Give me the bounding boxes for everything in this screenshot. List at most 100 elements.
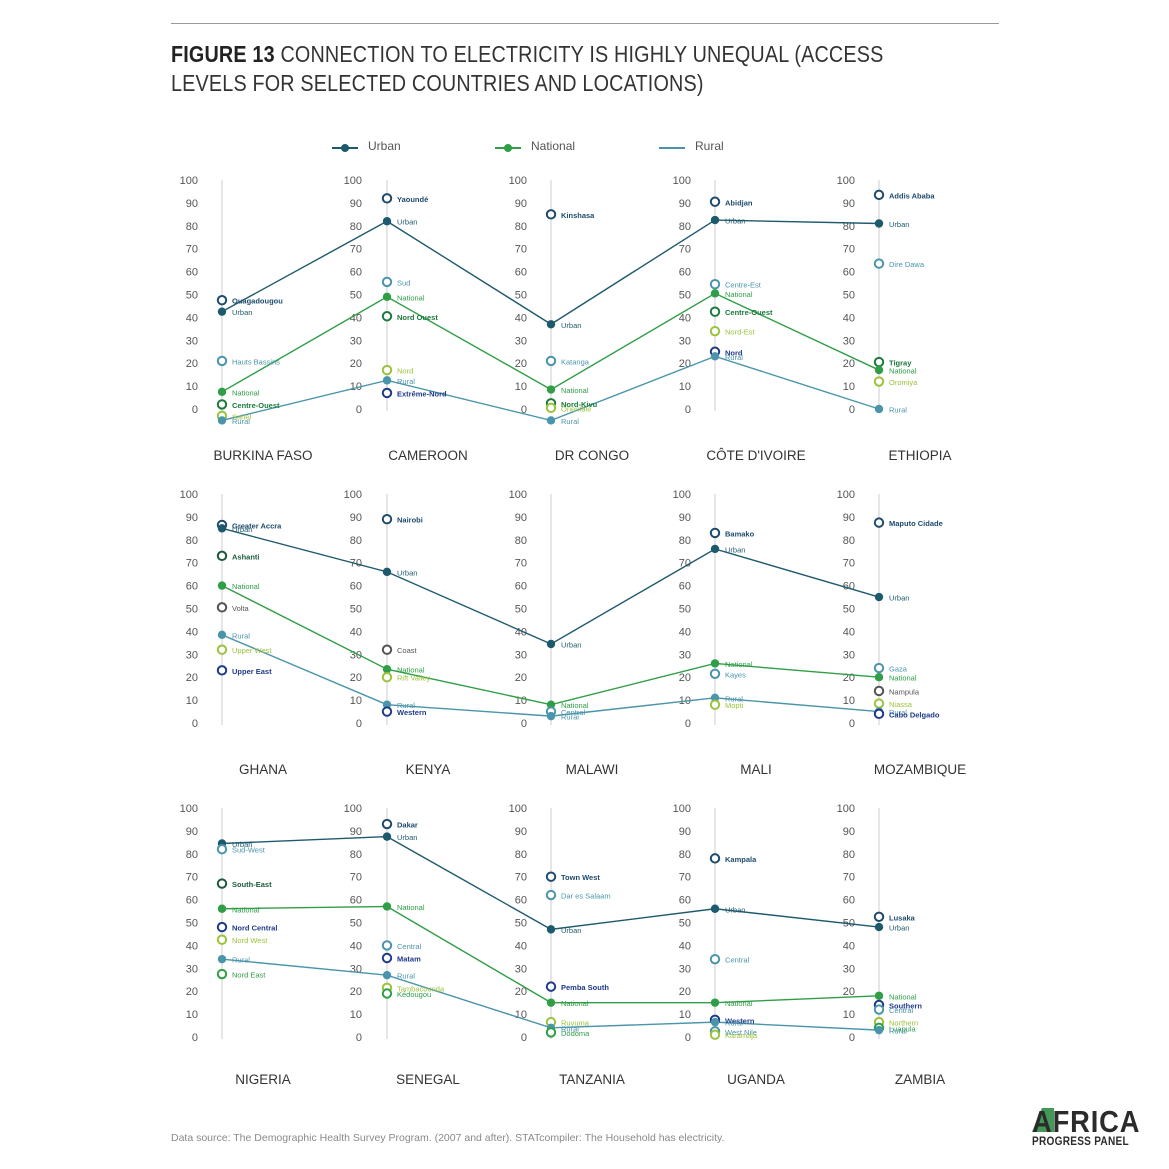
y-tick-label: 100 — [673, 803, 691, 815]
data-label: Cabo Delgado — [889, 710, 940, 719]
data-label: West Nile — [725, 1028, 757, 1037]
y-tick-label: 0 — [356, 404, 362, 416]
data-point — [874, 1025, 884, 1035]
data-label: National — [561, 999, 589, 1008]
y-tick-label: 10 — [186, 381, 198, 393]
y-tick-label: 60 — [515, 581, 527, 593]
y-tick-label: 60 — [843, 267, 855, 279]
data-label: Central — [725, 956, 750, 965]
data-label: Nampula — [889, 687, 920, 696]
y-tick-label: 30 — [843, 335, 855, 347]
y-tick-label: 40 — [515, 312, 527, 324]
y-tick-label: 80 — [843, 221, 855, 233]
data-label: Urban — [725, 545, 745, 554]
region-point — [381, 706, 393, 717]
figure-title-text: CONNECTION TO ELECTRICITY IS HIGHLY UNEQ… — [171, 41, 884, 96]
y-tick-label: 10 — [350, 381, 362, 393]
data-label: Nord East — [232, 971, 266, 980]
y-tick-label: 40 — [679, 626, 691, 638]
data-point — [710, 693, 720, 703]
data-point — [546, 639, 556, 649]
data-label: Centre-Est — [725, 281, 762, 290]
data-label: Rural — [561, 417, 579, 426]
data-label: Ruvuma — [561, 1019, 590, 1028]
country-name: MALAWI — [566, 762, 619, 777]
y-tick-label: 50 — [350, 604, 362, 616]
region-point — [545, 889, 557, 901]
data-label: National — [397, 666, 425, 675]
data-point — [217, 524, 227, 533]
region-point — [545, 981, 557, 992]
region-point — [216, 399, 228, 410]
y-tick-label: 50 — [186, 604, 198, 616]
data-label: Katanga — [561, 357, 590, 366]
country-name: TANZANIA — [559, 1072, 625, 1087]
y-tick-label: 70 — [515, 244, 527, 256]
region-point — [216, 295, 228, 306]
y-tick-label: 100 — [673, 175, 691, 187]
y-tick-label: 100 — [344, 489, 362, 501]
y-tick-label: 0 — [192, 1032, 198, 1044]
data-label: Extrême-Nord — [397, 389, 447, 398]
y-tick-label: 70 — [843, 872, 855, 884]
legend: Urban National Rural — [332, 139, 752, 157]
region-point — [709, 853, 721, 864]
data-label: Rural — [397, 377, 415, 386]
y-tick-label: 70 — [186, 244, 198, 256]
data-label: Orientale — [561, 404, 591, 413]
y-tick-label: 20 — [515, 672, 527, 684]
y-tick-label: 100 — [837, 175, 855, 187]
data-label: Ashanti — [232, 552, 260, 561]
y-tick-label: 90 — [350, 826, 362, 838]
data-label: Centre-Ouest — [725, 308, 773, 317]
y-tick-label: 20 — [350, 672, 362, 684]
y-tick-label: 80 — [515, 535, 527, 547]
data-label: National — [397, 903, 425, 912]
country-name: DR CONGO — [555, 448, 629, 463]
data-label: Urban — [397, 833, 417, 842]
data-label: Urban — [561, 321, 581, 330]
data-point — [382, 664, 392, 674]
data-label: National — [725, 290, 753, 299]
y-tick-label: 70 — [350, 244, 362, 256]
y-tick-label: 20 — [186, 358, 198, 370]
data-label: Rural — [725, 694, 743, 703]
region-point — [216, 355, 228, 367]
data-label: Urban — [889, 924, 909, 933]
data-label: National — [232, 388, 260, 397]
data-point — [546, 700, 556, 709]
data-label: Urban — [725, 217, 745, 226]
region-point — [873, 662, 885, 674]
data-label: Urban — [232, 308, 252, 317]
data-label: Sud — [397, 278, 410, 287]
y-tick-label: 10 — [843, 1009, 855, 1021]
data-point — [382, 292, 392, 301]
data-label: Nord — [725, 348, 743, 357]
data-label: Tambacounda — [397, 984, 445, 993]
data-label: National — [889, 992, 917, 1001]
y-tick-label: 30 — [350, 335, 362, 347]
y-tick-label: 50 — [186, 918, 198, 930]
y-tick-label: 30 — [186, 335, 198, 347]
y-tick-label: 90 — [515, 198, 527, 210]
y-tick-label: 100 — [837, 489, 855, 501]
region-point — [216, 665, 228, 676]
data-point — [217, 630, 227, 640]
legend-label-urban: Urban — [368, 139, 401, 153]
y-tick-label: 80 — [679, 849, 691, 861]
data-label: Yaoundé — [397, 195, 428, 204]
data-point — [710, 659, 720, 668]
y-tick-label: 80 — [843, 849, 855, 861]
y-tick-label: 0 — [849, 404, 855, 416]
y-tick-label: 80 — [350, 221, 362, 233]
y-tick-label: 60 — [350, 895, 362, 907]
data-label: Central — [397, 942, 422, 951]
data-point — [217, 581, 227, 590]
y-tick-label: 40 — [843, 312, 855, 324]
y-tick-label: 10 — [186, 1009, 198, 1021]
data-label: Rural — [889, 1027, 907, 1036]
region-point — [216, 844, 228, 855]
data-label: Western — [725, 1016, 755, 1025]
data-point — [874, 991, 884, 1000]
